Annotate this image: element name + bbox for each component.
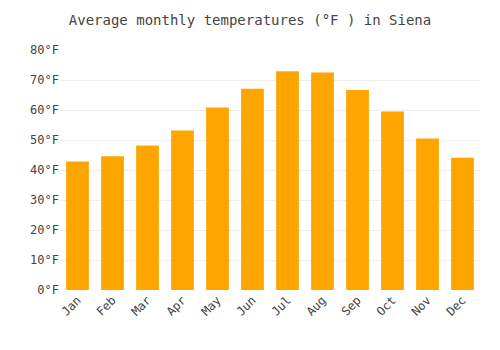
svg-text:Apr: Apr <box>164 293 189 318</box>
svg-text:Nov: Nov <box>409 293 434 318</box>
svg-text:20°F: 20°F <box>30 223 59 237</box>
svg-text:Oct: Oct <box>374 293 399 318</box>
svg-text:Sep: Sep <box>339 293 364 318</box>
svg-text:Aug: Aug <box>304 293 329 318</box>
svg-text:10°F: 10°F <box>30 253 59 267</box>
svg-text:Mar: Mar <box>129 293 154 318</box>
svg-text:80°F: 80°F <box>30 43 59 57</box>
svg-text:30°F: 30°F <box>30 193 59 207</box>
svg-text:Average monthly temperatures (: Average monthly temperatures (°F ) in Si… <box>69 12 431 28</box>
svg-text:Dec: Dec <box>444 293 469 318</box>
svg-text:40°F: 40°F <box>30 163 59 177</box>
svg-text:May: May <box>199 293 224 318</box>
svg-text:60°F: 60°F <box>30 103 59 117</box>
svg-text:0°F: 0°F <box>37 283 59 297</box>
svg-text:50°F: 50°F <box>30 133 59 147</box>
svg-text:Feb: Feb <box>94 293 119 318</box>
svg-text:Jan: Jan <box>59 293 84 318</box>
svg-text:Jul: Jul <box>269 293 294 318</box>
svg-text:Jun: Jun <box>234 293 259 318</box>
svg-text:70°F: 70°F <box>30 73 59 87</box>
